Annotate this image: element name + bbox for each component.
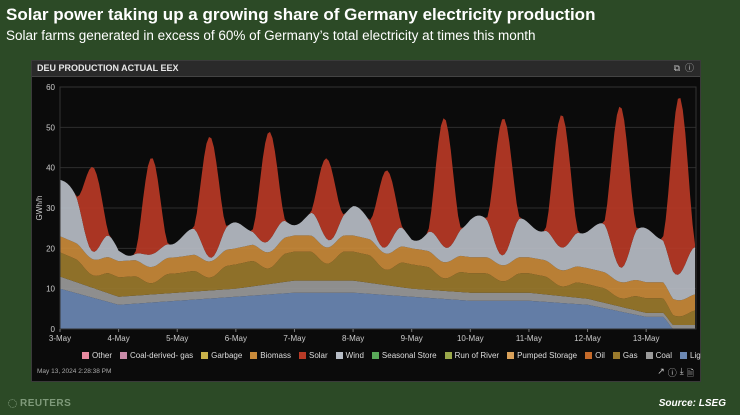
legend-label: Garbage xyxy=(211,350,243,360)
legend-label: Gas xyxy=(622,350,638,360)
legend-label: Run of River xyxy=(454,350,500,360)
help-icon[interactable]: ⓘ xyxy=(684,63,694,73)
x-tick-label: 13-May xyxy=(633,334,660,343)
info-icon[interactable]: ⓘ xyxy=(667,368,677,378)
legend-item[interactable]: Lig xyxy=(680,351,701,360)
legend-swatch xyxy=(585,351,593,359)
legend-item[interactable]: Coal-derived- gas xyxy=(120,351,193,360)
legend-swatch xyxy=(645,351,653,359)
y-axis: 0 10 20 30 40 50 60 xyxy=(46,83,55,334)
plot-border xyxy=(59,86,697,330)
headline: Solar power taking up a growing share of… xyxy=(6,5,596,24)
area-coal xyxy=(60,276,695,329)
legend-label: Wind xyxy=(345,350,364,360)
reuters-icon xyxy=(8,399,17,408)
legend-label: Pumped Storage xyxy=(517,350,578,360)
y-tick-label: 0 xyxy=(51,325,56,334)
legend-item[interactable]: Seasonal Store xyxy=(371,350,437,360)
legend: Other Coal-derived- gas Garbage Biomass Sola… xyxy=(82,348,701,362)
legend-item[interactable]: Biomass xyxy=(250,351,291,360)
legend-swatch xyxy=(444,351,452,359)
x-tick-label: 12-May xyxy=(574,334,601,343)
legend-swatch xyxy=(120,351,128,359)
window-icon[interactable]: ⧉ xyxy=(673,63,680,73)
legend-item[interactable]: Other xyxy=(82,351,112,360)
area-other xyxy=(60,235,695,317)
legend-swatch xyxy=(680,351,688,359)
area-wind xyxy=(60,179,695,301)
legend-label: Seasonal Store xyxy=(381,350,437,360)
reuters-logo: REUTERS xyxy=(8,398,71,409)
y-tick-label: 10 xyxy=(46,285,55,294)
panel-title: DEU PRODUCTION ACTUAL EEX xyxy=(37,63,179,73)
legend-swatch xyxy=(250,351,258,359)
x-tick-label: 6-May xyxy=(225,334,247,343)
y-tick-label: 60 xyxy=(46,83,55,92)
chart-panel: DEU PRODUCTION ACTUAL EEX ⧉ ⓘ 0 10 20 30 40 5… xyxy=(31,60,701,382)
legend-swatch xyxy=(82,351,89,359)
x-tick-label: 11-May xyxy=(516,334,542,343)
y-tick-label: 50 xyxy=(46,123,55,132)
legend-label: Other xyxy=(92,350,113,360)
legend-label: Biomass xyxy=(260,350,291,360)
source-note: Source: LSEG xyxy=(658,398,726,409)
legend-swatch xyxy=(335,351,343,359)
x-tick-label: 7-May xyxy=(283,334,305,343)
export-icon[interactable]: ↗ xyxy=(657,366,665,376)
area-solar xyxy=(60,98,695,275)
y-axis-label: GWh/h xyxy=(35,196,44,221)
legend-label: Oil xyxy=(595,350,605,360)
area-lig xyxy=(60,288,695,329)
download-icon[interactable]: ⤓ xyxy=(679,366,684,376)
legend-item[interactable]: Wind xyxy=(335,350,364,360)
x-tick-label: 5-May xyxy=(166,334,188,343)
legend-item[interactable]: Garbage xyxy=(201,351,242,360)
legend-label: Coal xyxy=(655,350,673,360)
x-tick-label: 4-May xyxy=(108,334,130,343)
legend-item[interactable]: Pumped Storage xyxy=(507,351,577,360)
x-axis: 3-May 4-May 5-May 6-May 7-May 8-May 9-May 10-Ma… xyxy=(49,329,660,343)
legend-item[interactable]: Gas xyxy=(612,350,638,360)
panel-header: DEU PRODUCTION ACTUAL EEX ⧉ ⓘ xyxy=(32,61,700,77)
legend-item[interactable]: Coal xyxy=(645,350,673,360)
x-tick-label: 10-May xyxy=(457,334,484,343)
legend-item[interactable]: Solar xyxy=(298,350,328,360)
legend-item[interactable]: Run of River xyxy=(444,350,500,360)
excel-icon[interactable]: 🗎 xyxy=(686,368,694,378)
legend-label: Solar xyxy=(308,350,328,360)
y-tick-label: 20 xyxy=(46,244,55,253)
x-tick-label: 3-May xyxy=(49,334,71,343)
production-chart: 0 10 20 30 40 50 60 3-May 4-May 5-May 6-May 7-May 8… xyxy=(35,83,697,343)
subheadline: Solar farms generated in excess of 60% o… xyxy=(6,28,536,43)
legend-label: Lig xyxy=(690,350,701,360)
area-series xyxy=(59,86,697,330)
area-gas xyxy=(60,251,695,325)
x-tick-label: 8-May xyxy=(342,334,364,343)
legend-swatch xyxy=(201,351,209,359)
legend-swatch xyxy=(507,351,515,359)
legend-label: Coal-derived- gas xyxy=(130,350,194,360)
brand-text: REUTERS xyxy=(20,398,72,409)
timestamp: May 13, 2024 2:28:38 PM xyxy=(37,368,112,375)
y-tick-label: 40 xyxy=(46,164,55,173)
x-tick-label: 9-May xyxy=(401,334,423,343)
legend-swatch xyxy=(612,351,620,359)
y-tick-label: 30 xyxy=(46,204,55,213)
legend-swatch xyxy=(298,351,306,359)
legend-swatch xyxy=(371,351,379,359)
footer-toolbar: ↗ ⓘ ⤓ 🗎 xyxy=(657,366,694,382)
legend-item[interactable]: Oil xyxy=(585,351,605,360)
